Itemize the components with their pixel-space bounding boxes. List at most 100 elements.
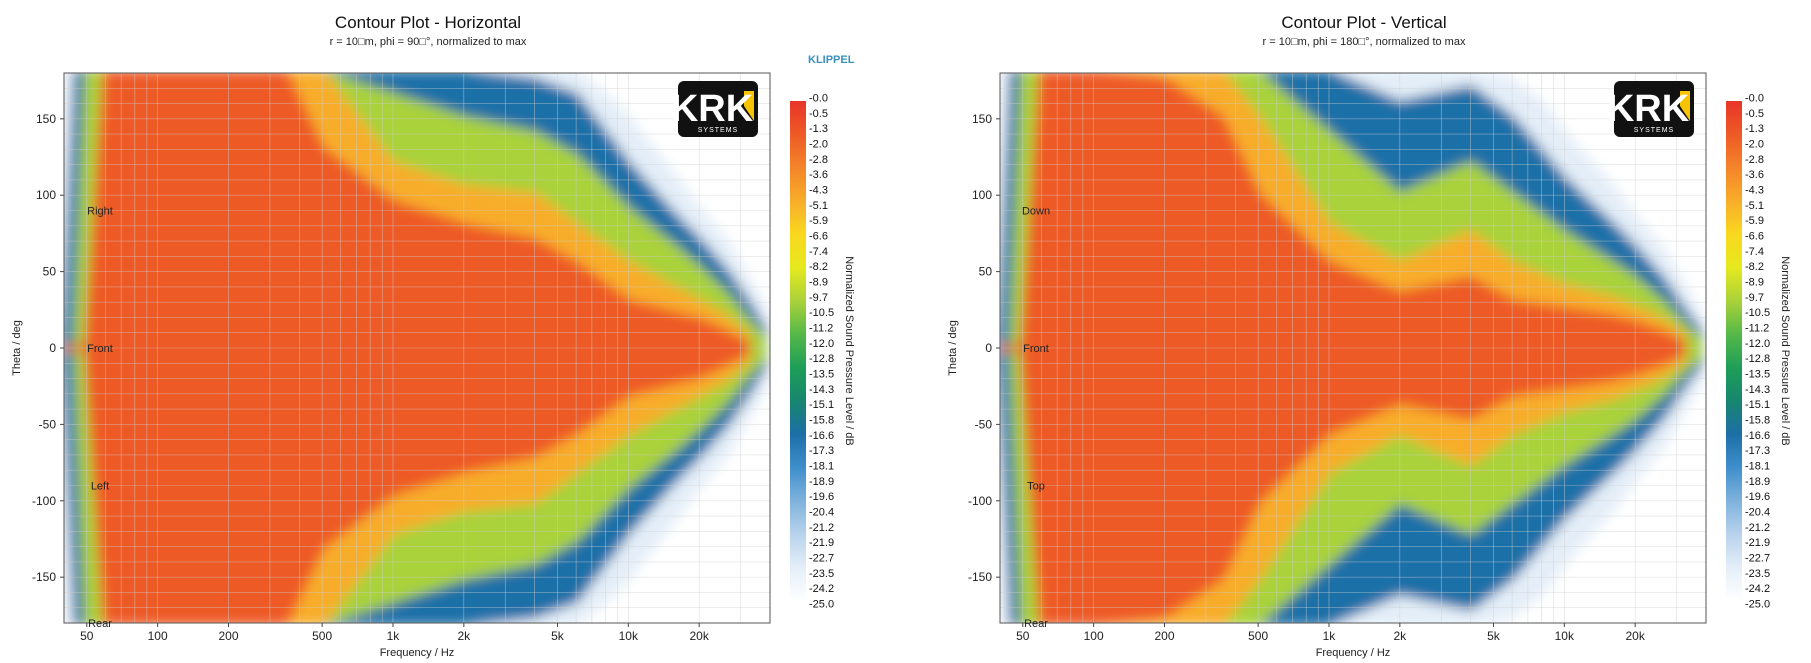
colorbar-tick-label: -6.6 bbox=[809, 231, 828, 243]
x-axis-label: Frequency / Hz bbox=[380, 647, 455, 659]
y-tick-label: -50 bbox=[39, 417, 57, 431]
colorbar-tick-label: -1.3 bbox=[809, 123, 828, 135]
colorbar-tick-label: -16.6 bbox=[809, 430, 834, 442]
direction-label: Right bbox=[87, 206, 113, 218]
colorbar-tick-label: -12.8 bbox=[1745, 353, 1770, 365]
colorbar-tick-label: -0.5 bbox=[809, 108, 828, 120]
y-axis-label: Theta / deg bbox=[947, 320, 959, 376]
colorbar-tick-label: -21.9 bbox=[809, 537, 834, 549]
x-tick-label: 200 bbox=[218, 629, 238, 643]
x-tick-label: 100 bbox=[1084, 629, 1104, 643]
colorbar-tick-label: -10.5 bbox=[1745, 307, 1770, 319]
colorbar-tick-label: -0.0 bbox=[809, 93, 828, 105]
logo-accent-shape bbox=[744, 91, 754, 121]
colorbar-tick-label: -9.7 bbox=[809, 292, 828, 304]
colorbar-tick-label: -8.9 bbox=[1745, 277, 1764, 289]
x-tick-label: 1k bbox=[387, 629, 401, 643]
colorbar-tick-label: -12.0 bbox=[1745, 338, 1770, 350]
logo-accent-shape bbox=[1680, 91, 1690, 121]
y-axis-label: Theta / deg bbox=[11, 320, 23, 376]
y-tick-label: -50 bbox=[975, 417, 993, 431]
colorbar-tick-label: -2.0 bbox=[809, 139, 828, 151]
colorbar-tick-label: -11.2 bbox=[809, 323, 833, 335]
x-tick-label: 2k bbox=[457, 629, 471, 643]
x-tick-label: 1k bbox=[1323, 629, 1337, 643]
colorbar-tick-label: -4.3 bbox=[1745, 185, 1764, 197]
colorbar-tick-label: -25.0 bbox=[809, 599, 834, 611]
y-tick-label: 100 bbox=[36, 188, 56, 202]
colorbar-tick-label: -5.1 bbox=[809, 200, 828, 212]
x-tick-label: 10k bbox=[1555, 629, 1575, 643]
colorbar-tick-label: -15.8 bbox=[809, 415, 834, 427]
x-tick-label: 20k bbox=[689, 629, 709, 643]
colorbar-tick-label: -2.8 bbox=[809, 154, 828, 166]
x-tick-label: 10k bbox=[619, 629, 639, 643]
colorbar-tick-label: -5.9 bbox=[809, 215, 828, 227]
x-tick-label: 2k bbox=[1393, 629, 1407, 643]
colorbar-tick-label: -15.1 bbox=[1745, 399, 1770, 411]
colorbar-tick-label: -18.9 bbox=[809, 476, 834, 488]
direction-label: Front bbox=[1023, 343, 1049, 355]
colorbar-label: Normalized Sound Pressure Level / dB bbox=[843, 256, 855, 446]
colorbar-tick-label: -0.5 bbox=[1745, 108, 1764, 120]
y-tick-label: 150 bbox=[972, 112, 992, 126]
horizontal-contour-panel: Contour Plot - Horizontal r = 10□m, phi … bbox=[11, 13, 855, 659]
colorbar-tick-label: -17.3 bbox=[1745, 445, 1770, 457]
direction-label: Front bbox=[87, 343, 113, 355]
colorbar-tick-label: -21.2 bbox=[1745, 522, 1770, 534]
x-tick-label: 500 bbox=[312, 629, 332, 643]
colorbar bbox=[790, 101, 806, 601]
direction-label: Rear bbox=[88, 618, 112, 630]
colorbar-tick-label: -23.5 bbox=[809, 568, 834, 580]
chart-subtitle: r = 10□m, phi = 180□°, normalized to max bbox=[1263, 36, 1466, 48]
colorbar-tick-label: -14.3 bbox=[1745, 384, 1770, 396]
colorbar-tick-label: -8.2 bbox=[1745, 261, 1764, 273]
x-tick-label: 200 bbox=[1154, 629, 1174, 643]
colorbar-tick-label: -20.4 bbox=[809, 507, 834, 519]
colorbar-tick-label: -13.5 bbox=[1745, 369, 1770, 381]
colorbar-tick-label: -5.9 bbox=[1745, 215, 1764, 227]
logo-brand: KRK bbox=[671, 88, 754, 130]
colorbar-tick-label: -8.9 bbox=[809, 277, 828, 289]
logo-background bbox=[678, 81, 758, 137]
colorbar-label: Normalized Sound Pressure Level / dB bbox=[1779, 256, 1791, 446]
colorbar-tick-label: -2.8 bbox=[1745, 154, 1764, 166]
colorbar-tick-label: -15.8 bbox=[1745, 415, 1770, 427]
colorbar-tick-label: -18.1 bbox=[1745, 461, 1770, 473]
colorbar-tick-label: -12.8 bbox=[809, 353, 834, 365]
colorbar-tick-label: -24.2 bbox=[1745, 583, 1770, 595]
direction-label: Rear bbox=[1024, 618, 1048, 630]
colorbar-tick-label: -6.6 bbox=[1745, 231, 1764, 243]
colorbar-tick-label: -3.6 bbox=[1745, 169, 1764, 181]
colorbar-tick-label: -22.7 bbox=[809, 553, 834, 565]
y-tick-label: -100 bbox=[968, 494, 992, 508]
klippel-label: KLIPPEL bbox=[808, 54, 855, 66]
colorbar-tick-label: -18.1 bbox=[809, 461, 834, 473]
y-tick-label: -150 bbox=[32, 570, 56, 584]
colorbar bbox=[1726, 101, 1742, 601]
y-tick-label: 50 bbox=[979, 265, 993, 279]
colorbar-tick-label: -1.3 bbox=[1745, 123, 1764, 135]
x-tick-label: 50 bbox=[80, 629, 94, 643]
colorbar-tick-label: -14.3 bbox=[809, 384, 834, 396]
y-tick-label: -150 bbox=[968, 570, 992, 584]
colorbar-tick-label: -19.6 bbox=[1745, 491, 1770, 503]
colorbar-tick-label: -2.0 bbox=[1745, 139, 1764, 151]
colorbar-tick-label: -9.7 bbox=[1745, 292, 1764, 304]
colorbar-tick-label: -22.7 bbox=[1745, 553, 1770, 565]
colorbar-tick-label: -7.4 bbox=[809, 246, 828, 258]
chart-subtitle: r = 10□m, phi = 90□°, normalized to max bbox=[330, 36, 527, 48]
colorbar-tick-label: -24.2 bbox=[809, 583, 834, 595]
colorbar-tick-label: -25.0 bbox=[1745, 599, 1770, 611]
logo-brand: KRK bbox=[1607, 88, 1690, 130]
logo-background bbox=[1614, 81, 1694, 137]
colorbar-tick-label: -23.5 bbox=[1745, 568, 1770, 580]
colorbar-tick-label: -7.4 bbox=[1745, 246, 1764, 258]
colorbar-tick-label: -16.6 bbox=[1745, 430, 1770, 442]
logo-sub: SYSTEMS bbox=[1634, 127, 1674, 134]
colorbar-tick-label: -19.6 bbox=[809, 491, 834, 503]
colorbar-tick-label: -12.0 bbox=[809, 338, 834, 350]
